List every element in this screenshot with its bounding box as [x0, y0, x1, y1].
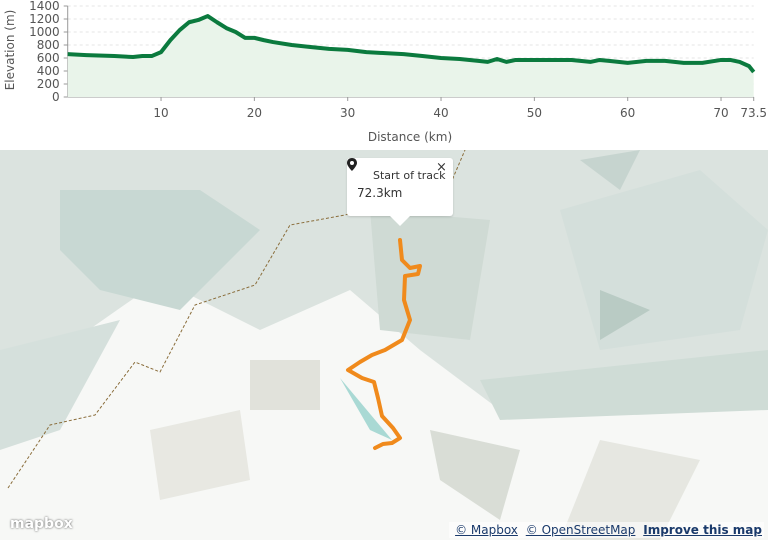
popup: Start of track 72.3km ×: [347, 158, 453, 226]
y-tick-label: 1200: [29, 12, 60, 26]
popup-close[interactable]: ×: [436, 160, 447, 175]
y-tick-label: 1000: [29, 25, 60, 39]
x-tick-label: 40: [433, 106, 448, 120]
x-tick-label: 20: [247, 106, 262, 120]
x-tick-label: 30: [340, 106, 355, 120]
y-tick-label: 400: [37, 64, 60, 78]
x-tick-label: 70: [713, 106, 728, 120]
improve-map-link[interactable]: Improve this map: [643, 523, 762, 537]
y-tick-label: 800: [37, 38, 60, 52]
terrain: [0, 150, 768, 540]
attribution: © Mapbox © OpenStreetMap Improve this ma…: [449, 522, 764, 538]
map[interactable]: Start of track 72.3km × mapbox © Mapbox …: [0, 150, 768, 540]
x-tick-label: 73.5: [740, 106, 767, 120]
popup-distance: 72.3km: [357, 186, 403, 200]
y-tick-label: 200: [37, 77, 60, 91]
elevation-chart: Elevation (m) Distance (km) 020040060080…: [3, 0, 767, 144]
elevation-line: [67, 14, 756, 74]
y-tick-label: 600: [37, 51, 60, 65]
mapbox-logo[interactable]: mapbox: [10, 516, 73, 532]
x-tick-label: 50: [527, 106, 542, 120]
map-canvas: [0, 150, 768, 540]
popup-title: Start of track: [373, 169, 446, 182]
x-axis-label: Distance (km): [368, 130, 452, 144]
y-tick-label: 0: [52, 90, 60, 104]
attribution-link[interactable]: © Mapbox: [455, 523, 518, 537]
y-axis-label: Elevation (m): [3, 10, 17, 91]
attribution-link[interactable]: © OpenStreetMap: [525, 523, 636, 537]
track-line: [346, 238, 422, 450]
pin-icon: [347, 158, 357, 171]
x-tick-label: 10: [153, 106, 168, 120]
x-tick-label: 60: [620, 106, 635, 120]
y-tick-label: 1400: [29, 0, 60, 13]
